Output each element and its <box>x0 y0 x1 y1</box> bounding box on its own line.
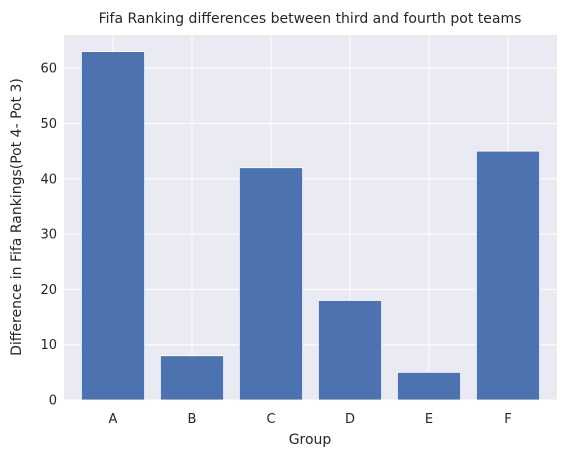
bar-B <box>159 355 224 401</box>
y-tick-label: 50 <box>40 117 57 132</box>
bar-F <box>475 150 540 401</box>
x-tick-label: E <box>425 412 433 427</box>
bar-E <box>396 371 461 401</box>
x-tick-label: A <box>109 412 118 427</box>
y-tick-label: 0 <box>49 394 57 409</box>
bar-A <box>81 51 146 401</box>
plot-area <box>64 35 557 400</box>
x-tick-labels: A B C D E F <box>109 412 512 427</box>
bars <box>81 51 540 401</box>
bar-D <box>317 300 382 401</box>
chart-title: Fifa Ranking differences between third a… <box>99 11 522 27</box>
x-tick-label: F <box>504 412 511 427</box>
y-tick-label: 60 <box>40 62 57 77</box>
bar-C <box>238 167 303 401</box>
x-tick-label: C <box>266 412 275 427</box>
x-tick-label: B <box>188 412 197 427</box>
y-tick-labels: 0 10 20 30 40 50 60 <box>40 62 57 409</box>
x-tick-label: D <box>345 412 355 427</box>
y-tick-label: 20 <box>40 283 57 298</box>
x-axis-label: Group <box>289 432 332 448</box>
y-tick-label: 40 <box>40 172 57 187</box>
y-tick-label: 30 <box>40 228 57 243</box>
y-axis-label: Difference in Fifa Rankings(Pot 4- Pot 3… <box>9 78 25 356</box>
y-tick-label: 10 <box>40 338 57 353</box>
